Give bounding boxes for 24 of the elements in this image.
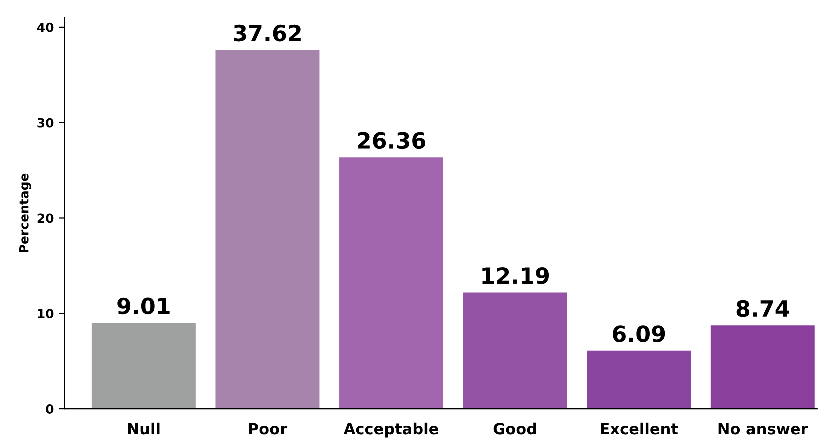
bar: [587, 350, 692, 410]
bar: [340, 158, 444, 410]
x-tick-label: Good: [494, 422, 536, 435]
y-tick-label: 10: [38, 309, 54, 319]
x-tick-label: Null: [128, 422, 160, 435]
x-tick-label: Poor: [249, 423, 288, 435]
data-label: 12.19: [482, 267, 550, 284]
bar: [710, 326, 815, 410]
bar: [92, 323, 196, 410]
y-tick-label: 20: [38, 214, 54, 224]
x-tick-label: Excellent: [601, 422, 678, 435]
data-label: 37.62: [234, 24, 301, 42]
y-axis-title: Percentage: [20, 174, 32, 253]
y-tick-label: 40: [37, 22, 54, 32]
data-label: 9.01: [118, 298, 170, 315]
data-label: 8.74: [736, 300, 790, 318]
y-tick-label: 30: [38, 118, 54, 128]
x-tick-label: Acceptable: [344, 422, 438, 438]
data-label: 26.36: [358, 132, 426, 150]
bar: [216, 50, 320, 410]
data-label: 6.09: [613, 326, 666, 342]
bar: [463, 292, 568, 410]
x-tick-label: No answer: [718, 423, 808, 435]
y-tick-label: 0: [46, 404, 54, 414]
